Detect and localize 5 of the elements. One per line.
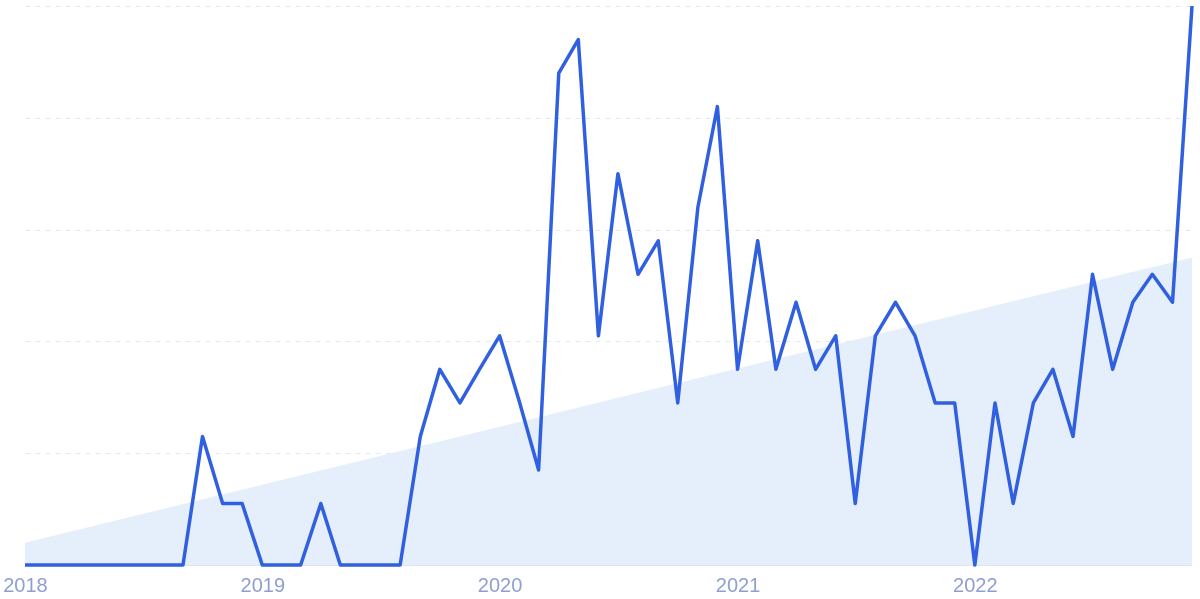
- x-tick-label: 2021: [715, 573, 761, 596]
- x-tick-label: 2018: [3, 573, 48, 596]
- x-tick-label: 2019: [240, 573, 286, 596]
- x-tick-label: 2022: [953, 573, 998, 596]
- x-tick-label: 2020: [477, 573, 523, 596]
